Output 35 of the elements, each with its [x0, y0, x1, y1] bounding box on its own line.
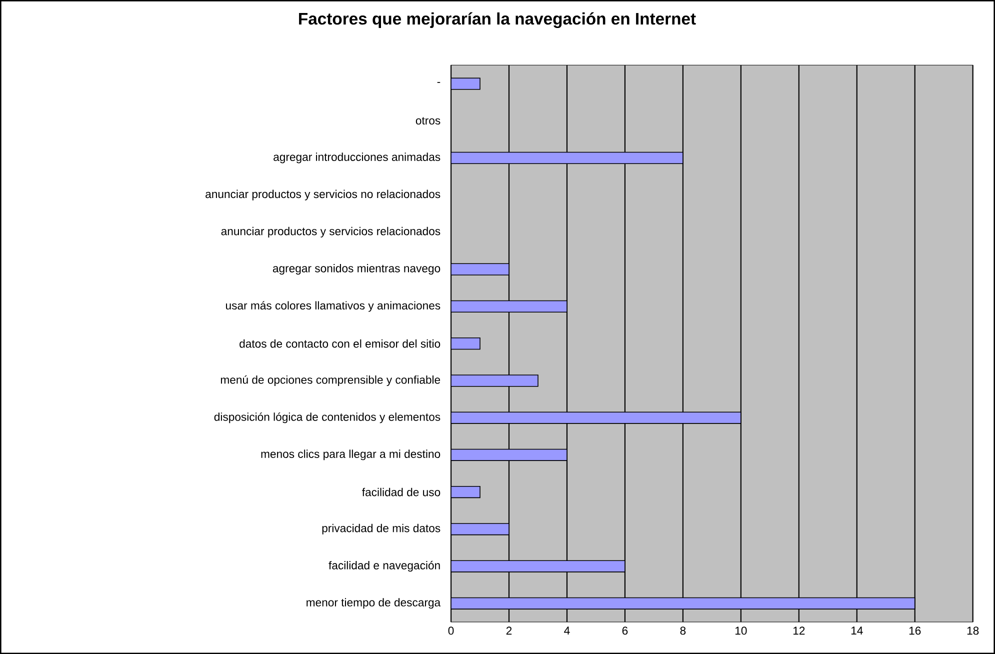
- y-tick-label: privacidad de mis datos: [322, 524, 440, 534]
- bar: [451, 560, 626, 572]
- bar: [451, 448, 568, 461]
- x-tick-label: 2: [506, 626, 512, 635]
- y-tick-label: anunciar productos y servicios no relacionados: [206, 190, 440, 200]
- x-tick-label: 16: [909, 626, 921, 635]
- x-tick-label: 12: [793, 626, 805, 635]
- x-tick-label: 6: [622, 626, 628, 635]
- y-tick-label: otros: [416, 117, 440, 124]
- bar: [451, 412, 742, 424]
- y-tick-label: disposición lógica de contenidos y elementos: [214, 412, 440, 424]
- x-tick-label: 4: [564, 626, 570, 634]
- y-tick-label: agregar sonidos mientras navego: [272, 264, 440, 275]
- x-tick-label: 14: [851, 626, 863, 634]
- bar: [451, 374, 538, 387]
- y-tick-label: datos de contacto con el emisor del sitio: [240, 339, 440, 348]
- x-tick-label: 10: [735, 626, 747, 635]
- bar: [451, 597, 916, 610]
- y-tick-label: usar más colores llamativos y animaciones: [226, 301, 440, 312]
- y-tick-label: agregar introducciones animadas: [274, 152, 440, 164]
- y-tick-label: facilidad e navegación: [328, 560, 440, 572]
- x-tick-label: 8: [680, 626, 686, 635]
- y-tick-label: menor tiempo de descarga: [306, 598, 441, 609]
- y-tick-label: -: [437, 82, 440, 83]
- x-tick-label: 18: [967, 626, 979, 635]
- y-tick-label: anunciar productos y servicios relacionados: [221, 226, 440, 238]
- chart-title: Factores que mejorarían la navegación en Internet: [299, 12, 696, 28]
- bar: [451, 263, 510, 276]
- bar: [451, 523, 510, 536]
- y-tick-label: menú de opciones comprensible y confiable: [220, 375, 440, 386]
- bar: [451, 152, 684, 164]
- y-tick-label: menos clics para llegar a mi destino: [261, 450, 440, 460]
- bar: [451, 300, 568, 312]
- y-tick-label: facilidad de uso: [362, 488, 440, 496]
- x-tick-label: 0: [448, 626, 454, 635]
